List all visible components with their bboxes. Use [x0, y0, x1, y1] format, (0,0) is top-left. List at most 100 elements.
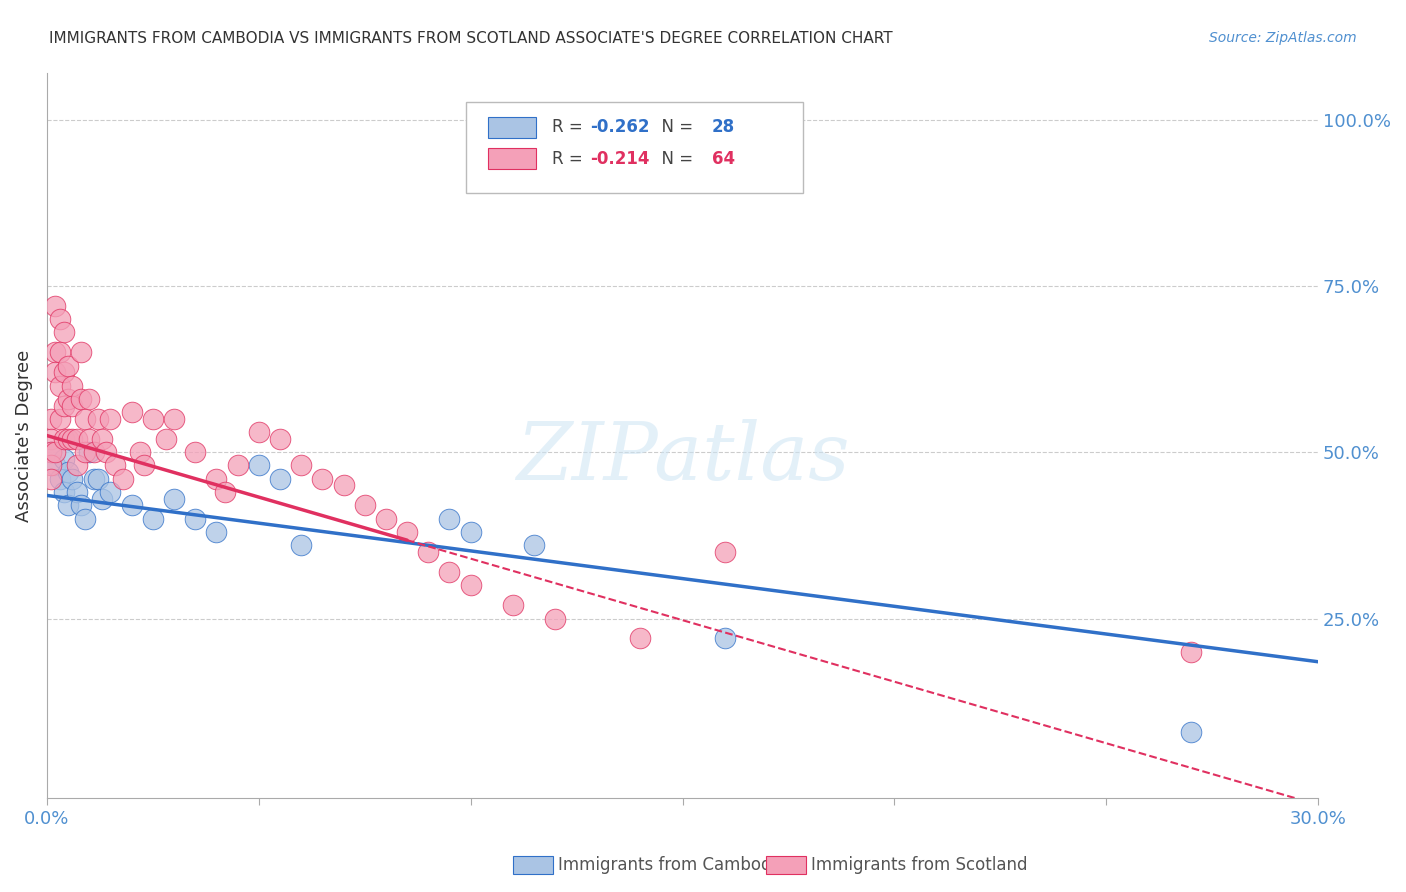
Point [353, 499, 375, 513]
Point [100, 485, 122, 500]
Point [56, 392, 79, 406]
Text: R =: R = [551, 119, 588, 136]
Point [77, 432, 100, 446]
Point [134, 458, 156, 473]
Point [83, 445, 105, 459]
Point [60, 378, 83, 392]
Point [714, 545, 737, 559]
Point [418, 545, 440, 559]
Point [544, 611, 567, 625]
Point [269, 472, 291, 486]
Point [96, 445, 118, 459]
Text: N =: N = [651, 119, 699, 136]
FancyBboxPatch shape [488, 117, 536, 137]
FancyBboxPatch shape [467, 102, 803, 193]
Point [214, 485, 236, 500]
Y-axis label: Associate's Degree: Associate's Degree [15, 350, 32, 522]
Point [60, 399, 83, 413]
Point [269, 432, 291, 446]
Point [91, 432, 114, 446]
Point [155, 432, 177, 446]
Point [39, 432, 62, 446]
Point [44, 458, 66, 473]
Point [184, 512, 207, 526]
Point [628, 632, 651, 646]
Point [502, 598, 524, 612]
Text: R =: R = [551, 150, 588, 168]
Point [77, 392, 100, 406]
Point [1180, 724, 1202, 739]
Text: 28: 28 [711, 119, 735, 136]
Point [44, 345, 66, 359]
Point [460, 524, 482, 539]
Point [374, 512, 396, 526]
Point [39, 472, 62, 486]
Point [311, 472, 333, 486]
Point [205, 524, 228, 539]
Point [48, 378, 70, 392]
Point [714, 632, 737, 646]
Text: ZIPatlas: ZIPatlas [516, 418, 849, 496]
Point [332, 478, 354, 492]
Point [205, 472, 228, 486]
Point [100, 412, 122, 426]
Text: IMMIGRANTS FROM CAMBODIA VS IMMIGRANTS FROM SCOTLAND ASSOCIATE'S DEGREE CORRELAT: IMMIGRANTS FROM CAMBODIA VS IMMIGRANTS F… [49, 31, 893, 46]
Point [52, 485, 75, 500]
Point [91, 491, 114, 506]
Point [48, 412, 70, 426]
Point [65, 485, 87, 500]
Point [56, 359, 79, 373]
Point [48, 312, 70, 326]
Point [69, 345, 91, 359]
Point [69, 499, 91, 513]
Point [163, 412, 186, 426]
Point [87, 472, 110, 486]
FancyBboxPatch shape [488, 148, 536, 169]
Point [73, 412, 96, 426]
Point [52, 399, 75, 413]
Text: 64: 64 [711, 150, 735, 168]
Point [142, 512, 165, 526]
Point [83, 472, 105, 486]
Point [112, 472, 135, 486]
Point [52, 326, 75, 340]
Text: -0.262: -0.262 [589, 119, 650, 136]
Point [439, 565, 461, 579]
Text: Immigrants from Scotland: Immigrants from Scotland [811, 856, 1028, 874]
Point [87, 412, 110, 426]
Point [290, 538, 312, 552]
Point [60, 432, 83, 446]
Point [52, 432, 75, 446]
Point [65, 458, 87, 473]
Text: -0.214: -0.214 [589, 150, 650, 168]
Point [39, 412, 62, 426]
Point [60, 472, 83, 486]
Text: Source: ZipAtlas.com: Source: ZipAtlas.com [1209, 31, 1357, 45]
Point [44, 299, 66, 313]
Point [1180, 645, 1202, 659]
Point [73, 512, 96, 526]
Point [184, 445, 207, 459]
Point [121, 405, 143, 419]
Point [129, 445, 152, 459]
Text: Immigrants from Cambodia: Immigrants from Cambodia [558, 856, 786, 874]
Point [44, 445, 66, 459]
Point [104, 458, 127, 473]
Point [56, 465, 79, 479]
Point [163, 491, 186, 506]
Point [48, 472, 70, 486]
Point [121, 499, 143, 513]
Point [39, 458, 62, 473]
Point [44, 365, 66, 379]
Point [396, 524, 419, 539]
Point [56, 432, 79, 446]
Point [48, 345, 70, 359]
Point [52, 451, 75, 466]
Point [39, 445, 62, 459]
Point [460, 578, 482, 592]
Point [439, 512, 461, 526]
Point [73, 445, 96, 459]
Point [56, 499, 79, 513]
Point [39, 445, 62, 459]
Point [77, 445, 100, 459]
